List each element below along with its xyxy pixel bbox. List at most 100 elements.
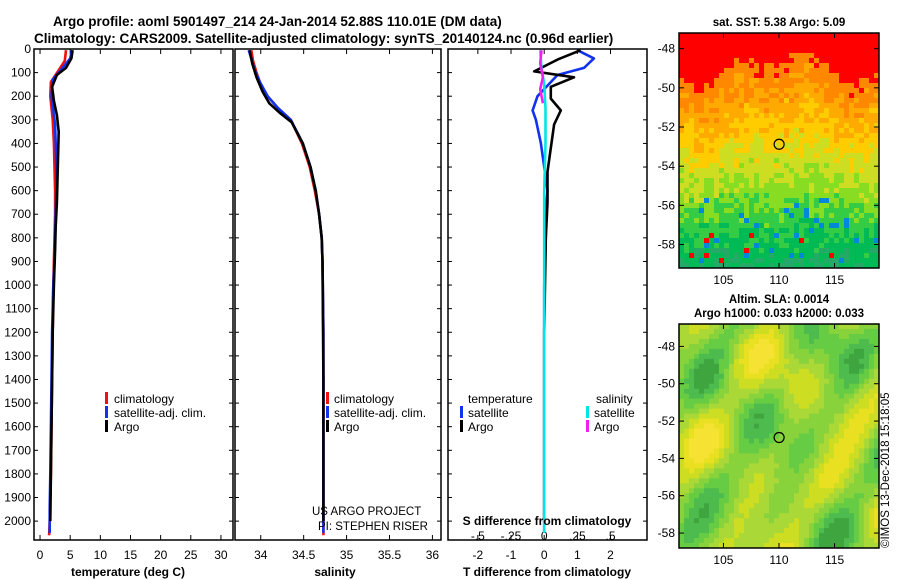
map-cell: [774, 113, 780, 119]
map-cell: [794, 63, 800, 69]
map-cell: [774, 503, 780, 509]
map-cell: [849, 488, 855, 494]
map-cell: [719, 238, 725, 244]
map-cell: [734, 463, 740, 469]
map-cell: [709, 53, 715, 59]
map-cell: [679, 348, 685, 355]
map-cell: [869, 258, 875, 264]
map-cell: [714, 43, 720, 49]
map-cell: [719, 438, 725, 444]
map-cell: [794, 473, 800, 479]
map-cell: [849, 348, 855, 355]
map-cell: [709, 223, 715, 229]
map-cell: [689, 493, 695, 499]
map-cell: [729, 43, 735, 49]
map-cell: [824, 138, 830, 144]
map-cell: [809, 193, 815, 199]
map-cell: [684, 468, 690, 474]
map-cell: [824, 448, 830, 454]
map-cell: [759, 123, 765, 129]
map-cell: [754, 324, 760, 330]
x-tick-label: 10: [94, 548, 108, 562]
map-cell: [699, 408, 705, 414]
map-cell: [724, 113, 730, 119]
map-x-tick-label: 110: [769, 553, 788, 567]
map-cell: [729, 478, 735, 484]
map-cell: [874, 178, 879, 184]
map-cell: [844, 148, 850, 154]
map-cell: [789, 238, 795, 244]
map-cell: [724, 528, 730, 534]
map-cell: [804, 338, 810, 345]
map-cell: [769, 518, 775, 524]
map-cell: [849, 263, 855, 268]
map-cell: [734, 353, 740, 360]
map-cell: [819, 403, 825, 410]
map-cell: [744, 233, 750, 239]
map-cell: [719, 93, 725, 99]
map-cell: [844, 153, 850, 159]
map-cell: [734, 173, 740, 179]
map-cell: [789, 63, 795, 69]
map-cell: [764, 168, 770, 174]
map-cell: [774, 348, 780, 355]
map-cell: [824, 228, 830, 234]
map-cell: [684, 153, 690, 159]
map-cell: [759, 338, 765, 345]
map-cell: [854, 363, 860, 370]
map-x-tick-label: 115: [825, 553, 844, 567]
map-cell: [829, 198, 835, 204]
map-cell: [679, 368, 685, 375]
map-cell: [789, 68, 795, 74]
map-cell: [679, 353, 685, 360]
map-cell: [714, 33, 720, 39]
map-cell: [869, 538, 875, 544]
map-cell: [714, 263, 720, 268]
map-cell: [864, 328, 870, 335]
map-cell: [844, 38, 850, 44]
map-cell: [759, 93, 765, 99]
map-cell: [829, 143, 835, 149]
map-cell: [809, 58, 815, 64]
header-line1: Argo profile: aoml 5901497_214 24-Jan-20…: [53, 14, 502, 29]
map-cell: [739, 478, 745, 484]
map-cell: [699, 248, 705, 254]
sla-map-frame: [678, 323, 880, 549]
map-cell: [714, 108, 720, 114]
map-cell: [789, 158, 795, 164]
map-cell: [699, 233, 705, 239]
map-cell: [699, 343, 705, 350]
map-cell: [729, 483, 735, 489]
map-cell: [874, 83, 879, 89]
map-cell: [704, 368, 710, 375]
map-cell: [849, 38, 855, 44]
map-cell: [694, 83, 700, 89]
map-cell: [819, 518, 825, 524]
project-annotation: US ARGO PROJECT: [312, 506, 421, 518]
map-cell: [784, 123, 790, 129]
map-cell: [859, 178, 865, 184]
map-cell: [784, 328, 790, 335]
map-cell: [859, 163, 865, 169]
map-cell: [829, 338, 835, 345]
map-cell: [749, 343, 755, 350]
map-cell: [759, 168, 765, 174]
map-cell: [729, 533, 735, 539]
map-cell: [679, 393, 685, 400]
map-cell: [719, 523, 725, 529]
map-cell: [699, 393, 705, 400]
map-cell: [779, 193, 785, 199]
map-cell: [679, 78, 685, 84]
map-cell: [834, 533, 840, 539]
map-cell: [754, 248, 760, 254]
map-cell: [714, 523, 720, 529]
map-cell: [824, 373, 830, 380]
map-cell: [779, 423, 785, 429]
map-cell: [814, 163, 820, 169]
map-cell: [769, 453, 775, 459]
map-cell: [804, 263, 810, 268]
map-cell: [784, 378, 790, 385]
map-cell: [869, 53, 875, 59]
map-cell: [759, 518, 765, 524]
map-cell: [749, 118, 755, 124]
